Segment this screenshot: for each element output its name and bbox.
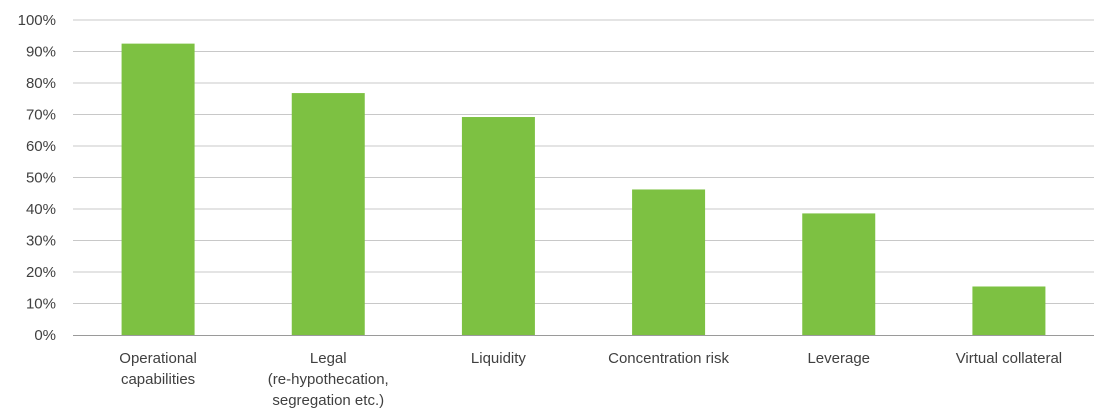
category-label: Concentration risk [608, 350, 729, 367]
y-tick-label: 0% [34, 327, 56, 344]
category-label: Legal (re-hypothecation, segregation etc.) [268, 350, 389, 409]
bar [802, 213, 876, 335]
bar [632, 189, 706, 335]
gridlines [73, 19, 1094, 304]
bar [972, 286, 1046, 335]
bar [291, 93, 365, 335]
category-label: Virtual collateral [956, 350, 1062, 367]
bar [461, 117, 535, 336]
x-axis-category-labels: Operational capabilities Legal (re-hypothec… [119, 350, 1062, 409]
y-tick-label: 20% [26, 264, 56, 281]
y-tick-label: 80% [26, 75, 56, 92]
y-tick-label: 60% [26, 138, 56, 155]
y-axis-tick-labels: 0% 10% 20% 30% 40% 50% 60% 70% 80% 90% 100% [18, 12, 56, 344]
y-tick-label: 30% [26, 233, 56, 250]
y-tick-label: 40% [26, 201, 56, 218]
bar [121, 43, 195, 335]
y-tick-label: 100% [18, 12, 56, 29]
category-label: Operational capabilities [119, 350, 197, 388]
y-tick-label: 90% [26, 44, 56, 61]
category-label: Liquidity [471, 350, 527, 367]
y-tick-label: 70% [26, 107, 56, 124]
y-tick-label: 10% [26, 296, 56, 313]
bars [121, 43, 1046, 336]
category-label: Leverage [807, 350, 870, 367]
y-tick-label: 50% [26, 170, 56, 187]
